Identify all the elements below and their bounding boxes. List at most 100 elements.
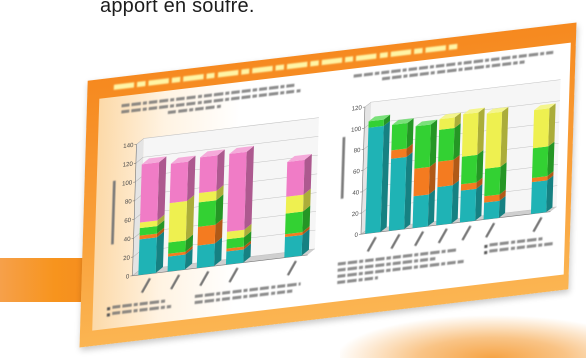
bar-segment-side — [383, 114, 391, 126]
category-label-illegible — [532, 216, 543, 233]
bar-segment — [196, 243, 215, 269]
bar-segment-side — [185, 234, 194, 252]
bar-segment-side — [184, 248, 193, 270]
bar-top — [287, 153, 312, 162]
bar-segment — [198, 190, 217, 203]
category-label-illegible — [390, 233, 401, 250]
bar-segment-side — [406, 118, 414, 149]
chart-plot: 0 20 40 60 80 100 120 140 — [111, 117, 319, 294]
category-label-illegible — [170, 274, 181, 290]
bar-segment — [226, 246, 244, 252]
y-tick-label: 40 — [352, 189, 360, 197]
bar-segment-side — [547, 141, 555, 177]
gridline-connector — [136, 138, 144, 145]
bar-segment — [139, 162, 160, 223]
bar-segment — [365, 125, 384, 234]
bar-top — [415, 119, 438, 127]
bar-segment-side — [156, 227, 165, 238]
bar-segment-side — [214, 237, 223, 267]
bar-segment — [139, 220, 158, 229]
y-axis-line — [360, 106, 366, 235]
gridline-connector — [364, 101, 372, 108]
category-label-illegible — [140, 277, 152, 294]
bar-segment — [168, 251, 186, 257]
bar-segment-side — [475, 183, 483, 221]
category-label-illegible — [414, 231, 425, 247]
y-tick-label: 60 — [124, 217, 132, 225]
bar-segment — [139, 226, 158, 236]
bar-segment — [532, 108, 550, 149]
legend-marker — [106, 313, 110, 317]
bar-segment-side — [302, 226, 310, 235]
bar-segment — [168, 240, 186, 254]
bar-segment-side — [500, 106, 509, 167]
bar-segment — [284, 232, 303, 238]
y-tick-label: 60 — [353, 168, 361, 176]
y-tick-label: 20 — [352, 210, 360, 218]
y-tick-label: 0 — [126, 273, 130, 280]
bar-segment — [226, 229, 245, 240]
y-tick-label: 100 — [122, 179, 133, 187]
right-stacked-bar-chart: 0 20 40 60 80 100 120 — [340, 79, 561, 252]
bar-segment-side — [243, 231, 252, 247]
gridline — [371, 79, 561, 103]
legend-marker — [107, 307, 111, 311]
bar-segment-side — [244, 223, 252, 238]
bar-segment-side — [156, 220, 165, 234]
y-tick-label: 100 — [351, 126, 362, 134]
bar-segment — [485, 111, 503, 169]
category-label-illegible — [437, 228, 448, 244]
bar-top — [229, 145, 254, 154]
bar-segment-side — [216, 149, 225, 191]
gridline — [143, 117, 319, 139]
bar-segment-side — [303, 153, 312, 195]
y-tick-label: 120 — [123, 161, 134, 169]
bar-segment-side — [157, 156, 167, 221]
bar-segment — [439, 117, 455, 130]
gridline-connector — [133, 232, 142, 239]
chart-plot: 0 20 40 60 80 100 120 — [340, 79, 561, 252]
bar-segment — [459, 188, 477, 223]
bar-segment-side — [548, 103, 556, 147]
legend-marker — [484, 244, 488, 249]
bar-segment-side — [452, 155, 460, 186]
bar-segment-side — [215, 194, 224, 225]
bar-segment-side — [214, 218, 223, 244]
heading-fragment: apport en soufre. — [100, 0, 255, 17]
bar-segment-side — [476, 177, 483, 189]
bar-segment-side — [243, 243, 251, 263]
bar-segment — [412, 194, 429, 229]
legend-marker — [484, 250, 488, 255]
left-stacked-bar-chart: 0 20 40 60 80 100 120 140 — [111, 117, 319, 294]
category-label-illegible — [199, 270, 210, 287]
category-label-illegible — [286, 260, 297, 276]
bar-segment — [484, 166, 501, 197]
bar-top — [392, 118, 414, 125]
bar-segment-side — [301, 228, 310, 256]
bar-segment-side — [185, 245, 193, 255]
bar-segment — [461, 112, 479, 157]
bar-segment — [226, 237, 245, 249]
bar-segment-side — [427, 189, 436, 227]
bar-segment-side — [404, 152, 413, 230]
bar-segment-side — [547, 171, 554, 181]
bar-segment — [414, 124, 431, 169]
category-label-illegible — [461, 225, 472, 241]
bar-segment-side — [406, 143, 413, 157]
bar-segment — [286, 159, 305, 197]
bar-segment-side — [453, 123, 461, 160]
bar-segment — [138, 237, 157, 276]
bar-segment — [436, 185, 453, 226]
bar-segment — [460, 182, 477, 191]
bar-segment-side — [499, 189, 506, 201]
category-label-illegible — [228, 267, 239, 283]
bar-segment-side — [186, 155, 196, 202]
bar-segment-side — [303, 188, 311, 212]
bar-segment-side — [454, 112, 461, 129]
chart-floor — [360, 206, 557, 235]
bar-segment-side — [216, 185, 224, 201]
gridline-connector — [135, 157, 144, 164]
bar-segment — [483, 200, 500, 220]
bar-segment — [391, 148, 407, 159]
bar-segment — [413, 166, 430, 197]
